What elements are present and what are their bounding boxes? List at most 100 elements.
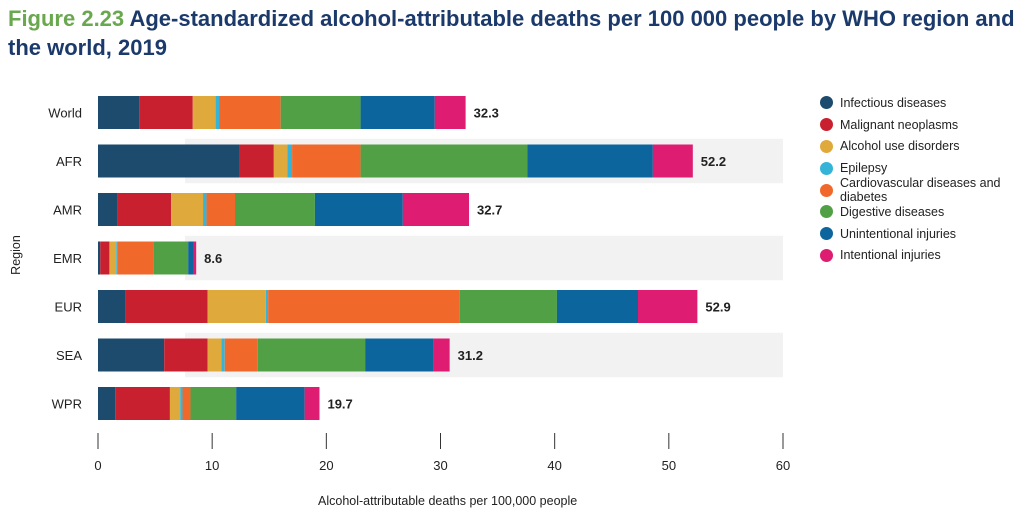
bar-segment xyxy=(268,290,460,323)
bar-segment xyxy=(638,290,698,323)
legend-label: Epilepsy xyxy=(840,161,888,176)
x-tick-label: 50 xyxy=(662,458,676,473)
bar-segment xyxy=(314,193,403,226)
bar-segment xyxy=(219,96,281,129)
bar-segment xyxy=(188,241,194,275)
bar-segment xyxy=(287,144,293,178)
legend-swatch xyxy=(820,96,833,110)
bar-segment xyxy=(98,144,240,178)
total-label: 52.9 xyxy=(705,300,730,315)
bar-segment xyxy=(459,290,557,323)
bar-segment xyxy=(652,144,693,178)
bar-segment xyxy=(280,96,361,129)
bar-segment xyxy=(98,193,118,226)
bar-segment xyxy=(207,290,266,323)
category-label: World xyxy=(48,106,82,121)
bar-segment xyxy=(180,387,183,420)
legend-label: Intentional injuries xyxy=(840,248,941,263)
bar-segment xyxy=(169,387,181,420)
x-axis-label: Alcohol-attributable deaths per 100,000 … xyxy=(318,494,578,508)
bar-segment xyxy=(207,338,222,372)
legend-item: Digestive diseases xyxy=(820,201,1036,223)
bar-segment xyxy=(360,144,528,178)
legend-item: Alcohol use disorders xyxy=(820,136,1036,158)
bar-segment xyxy=(115,387,170,420)
total-label: 19.7 xyxy=(327,397,352,412)
bar-segment xyxy=(117,241,154,275)
bar-segment xyxy=(221,338,225,372)
legend-label: Infectious diseases xyxy=(840,95,947,110)
legend-swatch xyxy=(820,118,833,132)
legend-item: Epilepsy xyxy=(820,157,1036,179)
total-label: 32.3 xyxy=(474,106,499,121)
x-tick-label: 60 xyxy=(776,458,790,473)
legend-swatch xyxy=(820,227,833,241)
legend-label: Malignant neoplasms xyxy=(840,117,959,132)
row-band xyxy=(185,235,783,281)
legend-label: Cardiovascular diseases and diabetes xyxy=(840,176,1001,205)
bar-segment xyxy=(239,144,274,178)
legend-item: Intentional injuries xyxy=(820,245,1036,267)
category-label: EUR xyxy=(55,300,82,315)
bar-segment xyxy=(153,241,189,275)
bar-segment xyxy=(116,241,118,275)
legend-label: Digestive diseases xyxy=(840,204,945,219)
x-tick-label: 10 xyxy=(205,458,219,473)
chart-legend: Infectious diseases Malignant neoplasms Al… xyxy=(820,92,1036,266)
bar-segment xyxy=(224,338,258,372)
bar-segment xyxy=(139,96,193,129)
legend-swatch xyxy=(820,248,833,262)
category-label: AMR xyxy=(53,203,82,218)
bar-segment xyxy=(98,387,116,420)
legend-swatch xyxy=(820,161,833,175)
total-label: 31.2 xyxy=(458,348,483,363)
category-label: SEA xyxy=(56,348,82,363)
bar-segment xyxy=(257,338,366,372)
bar-segment xyxy=(556,290,639,323)
bar-segment xyxy=(273,144,288,178)
bar-segment xyxy=(98,338,165,372)
bar-segment xyxy=(182,387,191,420)
chart-title: Figure 2.23 Age-standardized alcohol-att… xyxy=(8,4,1018,62)
bar-segment xyxy=(171,193,204,226)
bar-segment xyxy=(203,193,207,226)
figure-number: Figure 2.23 xyxy=(8,6,125,31)
bar-segment xyxy=(365,338,434,372)
x-axis: 0 10 20 30 40 50 60 xyxy=(94,433,790,473)
figure-title-text: Age-standardized alcohol-attributable de… xyxy=(8,6,1015,60)
bar-segment xyxy=(98,241,101,275)
bar-segment xyxy=(434,96,466,129)
legend-item: Unintentional injuries xyxy=(820,223,1036,245)
legend-swatch xyxy=(820,205,833,219)
legend-swatch xyxy=(820,183,833,197)
bar-segment xyxy=(192,96,216,129)
bars xyxy=(98,96,698,420)
x-tick-label: 0 xyxy=(94,458,101,473)
bar-segment xyxy=(360,96,435,129)
total-label: 52.2 xyxy=(701,154,726,169)
x-tick-label: 40 xyxy=(547,458,561,473)
legend-swatch xyxy=(820,139,833,153)
bar-segment xyxy=(125,290,208,323)
bar-segment xyxy=(190,387,237,420)
bar-segment xyxy=(235,193,315,226)
bar-segment xyxy=(164,338,208,372)
bar-segment xyxy=(527,144,653,178)
legend-label: Alcohol use disorders xyxy=(840,139,960,154)
bar-segment xyxy=(304,387,320,420)
bar-segment xyxy=(100,241,110,275)
bar-segment xyxy=(206,193,235,226)
y-axis-label: Region xyxy=(8,235,23,275)
category-label: WPR xyxy=(52,397,82,412)
category-label: AFR xyxy=(56,154,82,169)
bar-segment xyxy=(109,241,117,275)
total-label: 32.7 xyxy=(477,203,502,218)
legend-item: Malignant neoplasms xyxy=(820,114,1036,136)
bar-segment xyxy=(98,290,126,323)
legend-label: Unintentional injuries xyxy=(840,226,957,241)
x-tick-label: 20 xyxy=(319,458,333,473)
x-tick-label: 30 xyxy=(433,458,447,473)
legend-item: Cardiovascular diseases and diabetes xyxy=(820,176,1036,205)
bar-segment xyxy=(265,290,269,323)
